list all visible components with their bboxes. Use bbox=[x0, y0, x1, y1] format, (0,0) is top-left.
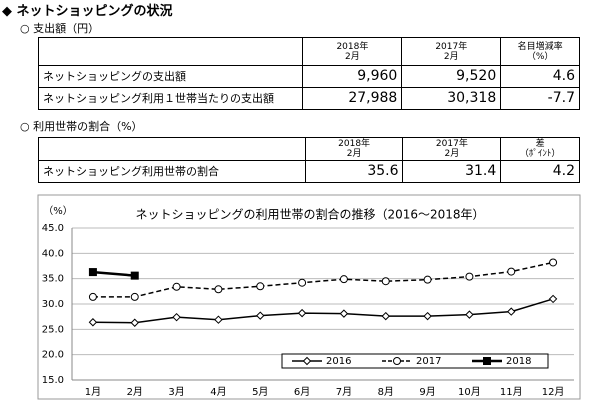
x-tick-label: 5月 bbox=[252, 386, 268, 398]
section-label: ○ 利用世帯の割合（%） bbox=[20, 120, 143, 133]
y-tick-label: 15.0 bbox=[42, 375, 64, 386]
x-tick-label: 6月 bbox=[294, 386, 310, 398]
y-axis-label: （%） bbox=[43, 205, 73, 217]
section-label: ○ 支出額（円） bbox=[20, 22, 100, 35]
point bbox=[256, 282, 265, 291]
point bbox=[465, 272, 474, 281]
header-cell: 差 （ﾎﾟｲﾝﾄ） bbox=[500, 137, 580, 161]
point bbox=[130, 271, 139, 280]
x-tick-label: 1月 bbox=[85, 386, 101, 398]
point bbox=[297, 308, 307, 318]
legend-marker bbox=[302, 356, 312, 366]
page-title: ◆ ネットショッピングの状況 bbox=[2, 4, 173, 19]
cell: 35.6 bbox=[304, 160, 404, 183]
header-cell bbox=[37, 37, 304, 66]
y-tick-label: 20.0 bbox=[42, 350, 64, 361]
header-cell: 2017年 2月 bbox=[402, 137, 502, 161]
point bbox=[298, 278, 307, 287]
legend-label: 2017 bbox=[416, 356, 441, 367]
point bbox=[381, 277, 390, 286]
series-line bbox=[92, 261, 554, 298]
y-tick-label: 25.0 bbox=[42, 324, 64, 335]
point bbox=[507, 267, 516, 276]
chart-frame bbox=[37, 194, 581, 400]
x-tick-label: 11月 bbox=[500, 386, 523, 398]
point bbox=[465, 310, 474, 319]
point bbox=[130, 292, 139, 301]
point bbox=[256, 311, 265, 320]
legend-marker bbox=[393, 357, 401, 365]
cell: -7.7 bbox=[500, 87, 580, 110]
x-tick-label: 8月 bbox=[378, 386, 394, 398]
table: 2018年 2月 2017年 2月差 （ﾎﾟｲﾝﾄ） ネットショッピング利用世帯の割… bbox=[38, 137, 580, 183]
row-label: ネットショッピング利用世帯の割合 bbox=[38, 160, 306, 183]
point bbox=[88, 292, 97, 301]
point bbox=[88, 268, 97, 277]
point bbox=[339, 275, 348, 284]
legend-label: 2016 bbox=[326, 356, 351, 367]
point bbox=[214, 315, 223, 324]
header-cell: 2017年 2月 bbox=[401, 37, 502, 66]
chart-title: ネットショッピングの利用世帯の割合の推移（2016～2018年） bbox=[135, 207, 484, 222]
legend-marker bbox=[483, 357, 491, 365]
x-tick-label: 12月 bbox=[542, 386, 565, 398]
cell: 27,988 bbox=[302, 87, 403, 110]
row-label: ネットショッピング利用１世帯当たりの支出額 bbox=[37, 87, 304, 110]
x-tick-label: 4月 bbox=[210, 386, 226, 398]
point bbox=[88, 318, 98, 327]
series-line bbox=[92, 270, 135, 277]
legend-label: 2018 bbox=[506, 356, 531, 367]
table: 2018年 2月 2017年 2月 名目増減率 （%） ネットショッピングの支出額 9,… bbox=[37, 37, 580, 110]
point bbox=[214, 285, 223, 294]
y-tick-label: 45.0 bbox=[42, 223, 64, 234]
legend-box bbox=[281, 353, 549, 369]
series-line bbox=[92, 298, 554, 324]
cell: 31.4 bbox=[402, 160, 502, 183]
y-tick-label: 30.0 bbox=[42, 299, 64, 310]
y-tick-label: 40.0 bbox=[42, 248, 64, 259]
point bbox=[130, 318, 139, 327]
point bbox=[548, 294, 558, 304]
x-tick-label: 10月 bbox=[458, 386, 481, 398]
point bbox=[172, 312, 181, 322]
point bbox=[172, 282, 181, 291]
x-tick-label: 3月 bbox=[168, 386, 184, 398]
point bbox=[423, 311, 432, 321]
point bbox=[423, 275, 432, 284]
point bbox=[549, 258, 558, 267]
cell: 30,318 bbox=[401, 87, 502, 110]
x-tick-label: 2月 bbox=[127, 386, 143, 398]
cell: 4.2 bbox=[500, 160, 580, 183]
point bbox=[339, 309, 349, 318]
x-tick-label: 7月 bbox=[336, 386, 352, 398]
point bbox=[381, 311, 390, 321]
y-tick-label: 35.0 bbox=[42, 274, 64, 285]
x-tick-label: 9月 bbox=[419, 386, 435, 398]
point bbox=[507, 307, 516, 316]
